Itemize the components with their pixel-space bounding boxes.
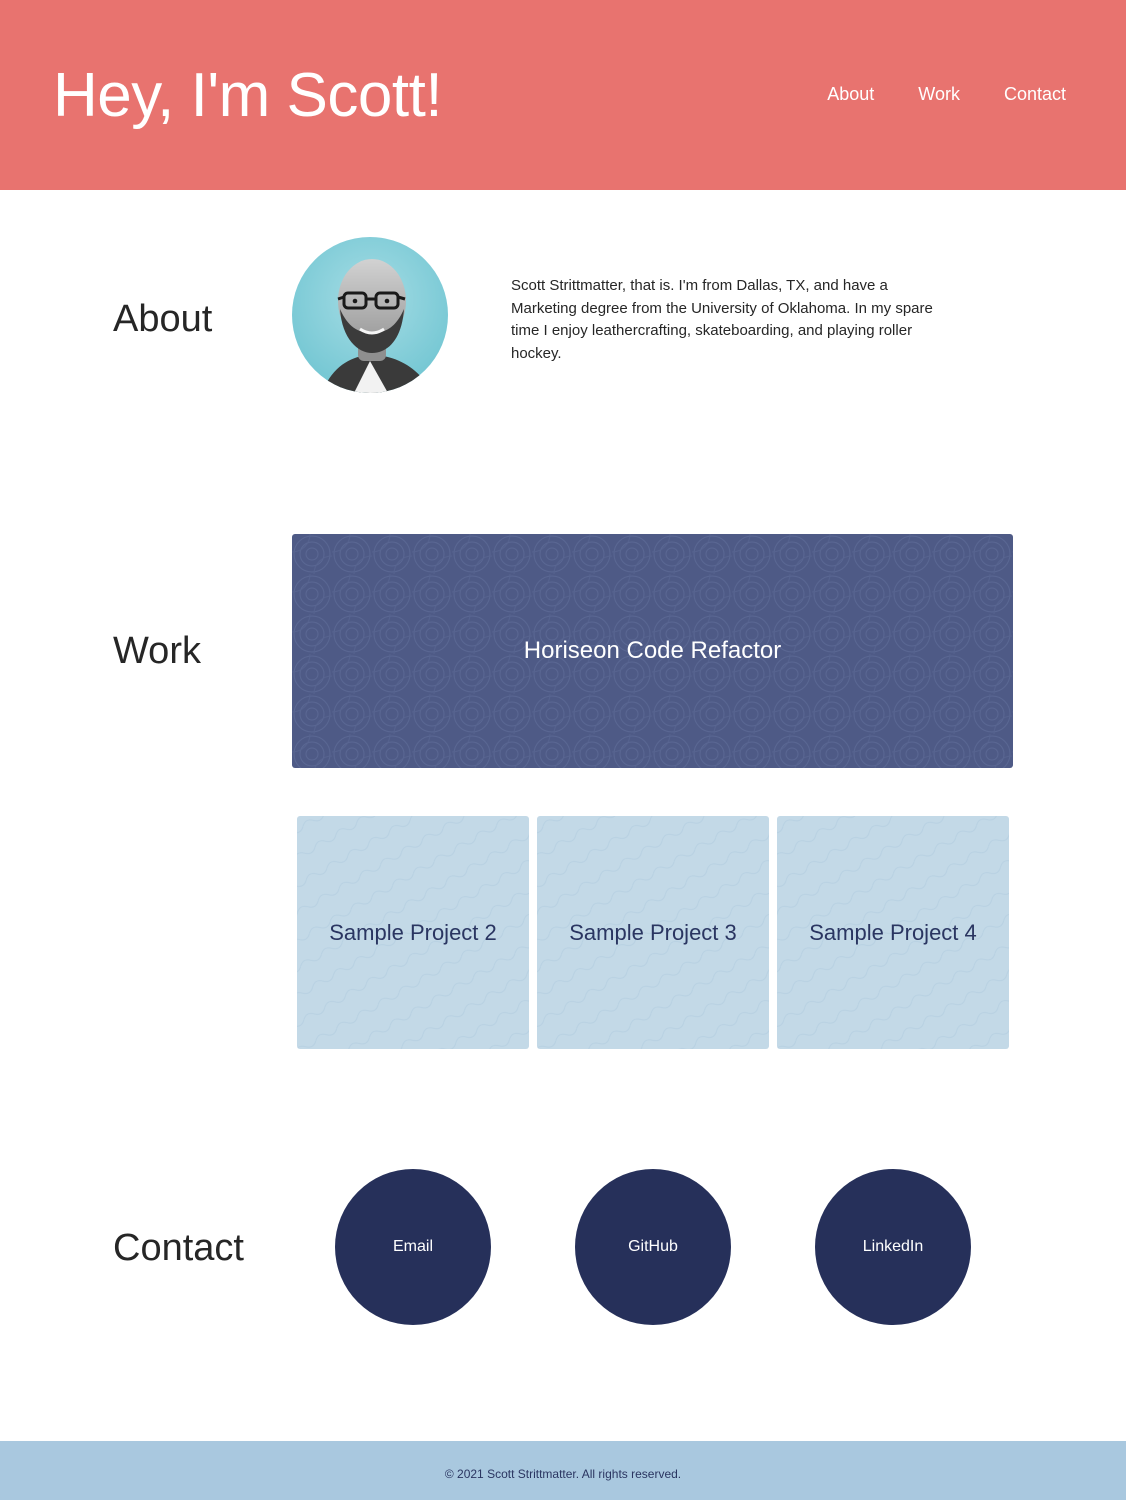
linkedin-button[interactable]: LinkedIn (815, 1169, 971, 1325)
github-label: GitHub (628, 1238, 678, 1255)
site-footer: © 2021 Scott Strittmatter. All rights re… (0, 1441, 1126, 1500)
project-card-4[interactable]: Sample Project 4 (777, 816, 1009, 1049)
project-card-3[interactable]: Sample Project 3 (537, 816, 769, 1049)
site-header: Hey, I'm Scott! About Work Contact (0, 0, 1126, 190)
nav-link-about[interactable]: About (827, 84, 875, 104)
work-heading: Work (113, 630, 201, 672)
email-button[interactable]: Email (335, 1169, 491, 1325)
contact-heading: Contact (113, 1227, 244, 1269)
wave-pattern (297, 816, 529, 1049)
profile-photo-icon (292, 237, 448, 393)
github-button[interactable]: GitHub (575, 1169, 731, 1325)
project-title: Sample Project 2 (329, 919, 497, 945)
project-title: Sample Project 4 (809, 919, 977, 945)
circle-pattern (292, 534, 1013, 768)
avatar (292, 237, 448, 393)
email-label: Email (392, 1238, 433, 1255)
about-bio: Scott Strittmatter, that is. I'm from Da… (511, 277, 933, 362)
site-title: Hey, I'm Scott! (53, 61, 443, 130)
about-heading: About (113, 298, 213, 340)
copyright-text: © 2021 Scott Strittmatter. All rights re… (444, 1466, 682, 1481)
featured-project-card[interactable]: Horiseon Code Refactor (292, 534, 1013, 768)
nav-link-work[interactable]: Work (918, 84, 960, 104)
wave-pattern (777, 816, 1009, 1049)
main-nav: About Work Contact (827, 84, 1066, 105)
project-card-2[interactable]: Sample Project 2 (297, 816, 529, 1049)
wave-pattern (537, 816, 769, 1049)
project-title: Sample Project 3 (569, 919, 737, 945)
linkedin-label: LinkedIn (862, 1238, 924, 1255)
nav-link-contact[interactable]: Contact (1003, 84, 1066, 104)
featured-project-title: Horiseon Code Refactor (523, 637, 782, 664)
